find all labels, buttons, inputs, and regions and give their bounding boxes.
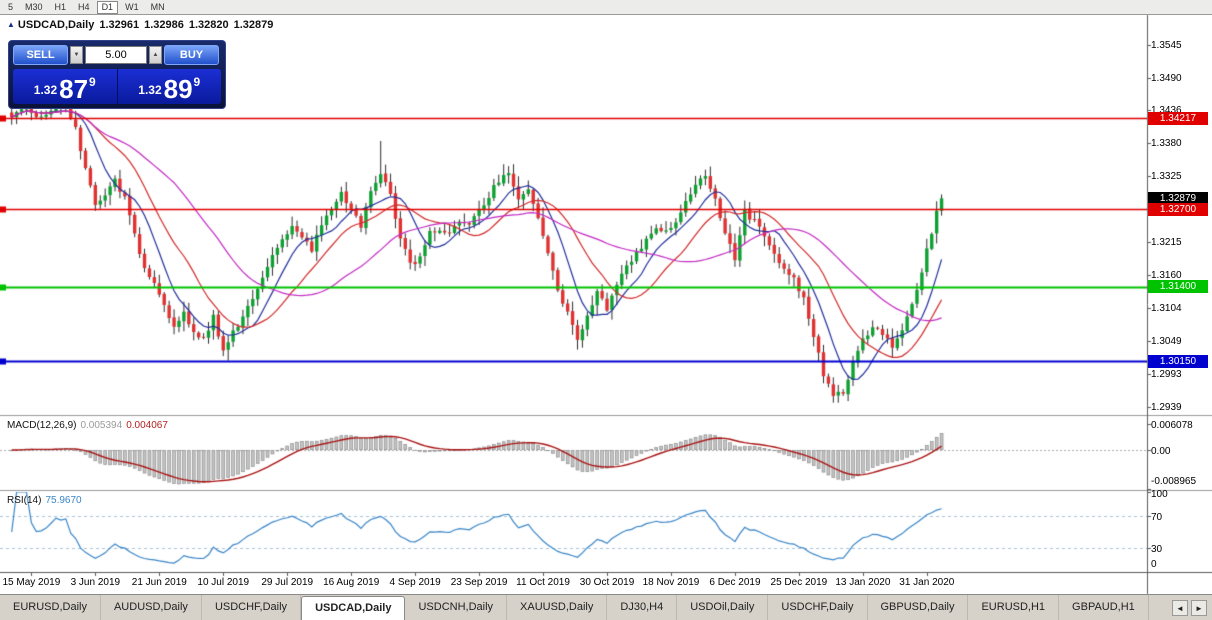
timeframe-button-mn[interactable]: MN [150, 1, 165, 12]
sell-button[interactable]: SELL [13, 45, 68, 65]
chart-tab-eurusd-daily[interactable]: EURUSD,Daily [0, 595, 101, 620]
rsi-indicator-label: RSI(14) 75.9670 [7, 495, 86, 506]
chart-symbol: USDCAD,Daily [17, 19, 95, 31]
tab-scroll-left-button[interactable]: ◄ [1172, 599, 1188, 616]
ohlc-high: 1.32986 [144, 19, 184, 31]
macd-indicator-label: MACD(12,26,9) 0.005394 0.004067 [7, 420, 172, 431]
rsi-value: 75.9670 [45, 495, 82, 506]
buy-price-prefix: 1.32 [138, 83, 162, 97]
chart-tab-dj30-h4[interactable]: DJ30,H4 [607, 595, 678, 620]
chart-ohlc-readout: ▲ USDCAD,Daily 1.32961 1.32986 1.32820 1.3287… [7, 19, 278, 31]
macd-main-value: 0.005394 [80, 420, 123, 431]
timeframe-button-h4[interactable]: H4 [78, 1, 90, 12]
buy-button[interactable]: BUY [164, 45, 219, 65]
chart-tab-usdchf-daily[interactable]: USDCHF,Daily [202, 595, 302, 620]
chart-tab-gbpaud-h1[interactable]: GBPAUD,H1 [1059, 595, 1149, 620]
timeframe-toolbar: 5 M30 H1 H4 D1 W1 MN [0, 0, 1212, 15]
chart-tab-usdcad-daily[interactable]: USDCAD,Daily [301, 596, 406, 620]
sell-price-display[interactable]: 1.32 87 9 [13, 69, 118, 104]
macd-signal-value: 0.004067 [126, 420, 168, 431]
timeframe-button-h1[interactable]: H1 [54, 1, 67, 12]
chart-tab-usdcnh-daily[interactable]: USDCNH,Daily [405, 595, 508, 620]
chart-tab-usdchf-daily[interactable]: USDCHF,Daily [768, 595, 868, 620]
lot-decrease-button[interactable]: ▼ [70, 46, 83, 64]
ohlc-open: 1.32961 [99, 19, 140, 31]
tab-scroll-controls: ◄ ► [1172, 595, 1212, 620]
ohlc-low: 1.32820 [188, 19, 229, 31]
chart-tab-xauusd-daily[interactable]: XAUUSD,Daily [507, 595, 608, 620]
sell-price-pipette: 9 [89, 75, 96, 89]
timeframe-button-w1[interactable]: W1 [125, 1, 139, 12]
one-click-trading-panel: SELL ▼ ▲ BUY 1.32 87 9 1.32 89 9 [8, 40, 226, 109]
sell-price-prefix: 1.32 [33, 83, 58, 97]
lot-increase-button[interactable]: ▲ [149, 46, 162, 64]
timeframe-button-5[interactable]: 5 [8, 1, 14, 12]
chart-tab-audusd-daily[interactable]: AUDUSD,Daily [101, 595, 202, 620]
chart-tab-eurusd-h1[interactable]: EURUSD,H1 [968, 595, 1060, 620]
chart-tab-gbpusd-daily[interactable]: GBPUSD,Daily [868, 595, 969, 620]
macd-name: MACD(12,26,9) [7, 420, 77, 431]
chart-symbol-icon: ▲ [7, 20, 15, 29]
lot-size-input[interactable] [85, 46, 147, 64]
buy-price-display[interactable]: 1.32 89 9 [117, 69, 221, 104]
sell-price-big: 87 [59, 74, 89, 104]
timeframe-button-d1[interactable]: D1 [96, 0, 119, 14]
chart-tab-usdoil-daily[interactable]: USDOil,Daily [677, 595, 769, 620]
buy-price-pipette: 9 [193, 75, 201, 89]
tab-scroll-right-button[interactable]: ► [1191, 599, 1207, 616]
buy-price-big: 89 [163, 74, 193, 104]
ohlc-close: 1.32879 [233, 19, 274, 31]
timeframe-button-m30[interactable]: M30 [25, 1, 43, 12]
rsi-name: RSI(14) [7, 495, 42, 506]
chart-tab-bar: EURUSD,Daily AUDUSD,Daily USDCHF,Daily USDC… [0, 594, 1212, 620]
